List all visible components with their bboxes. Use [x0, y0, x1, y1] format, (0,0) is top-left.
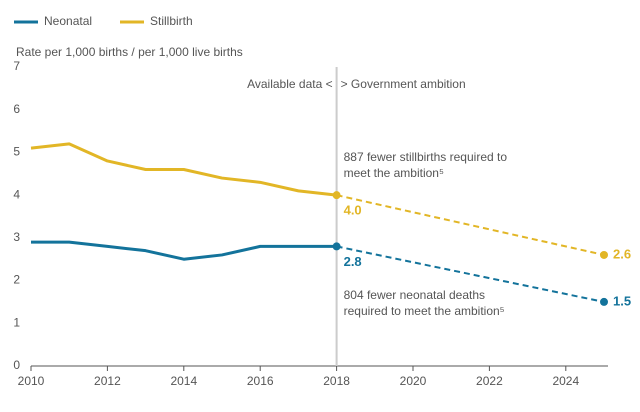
x-tick-label: 2018 [323, 374, 350, 388]
projection-point [600, 297, 608, 306]
x-tick-label: 2010 [18, 374, 45, 388]
x-tick-label: 2024 [552, 374, 579, 388]
projection-point [600, 250, 608, 259]
series-line [31, 240, 337, 261]
x-tick-label: 2020 [400, 374, 427, 388]
y-tick-label: 7 [13, 59, 20, 73]
legend-label: Stillbirth [150, 14, 193, 28]
data-label: 2.6 [613, 246, 631, 261]
x-tick-label: 2016 [247, 374, 274, 388]
divider-left-label: Available data < [247, 77, 333, 91]
projection-point [332, 242, 341, 251]
y-tick-label: 5 [13, 145, 20, 159]
projection-line [336, 245, 605, 303]
legend-label: Neonatal [44, 14, 92, 28]
annotation: 804 fewer neonatal deaths [344, 288, 485, 302]
data-label: 1.5 [613, 293, 631, 308]
annotation: meet the ambition⁵ [344, 166, 444, 180]
y-tick-label: 0 [13, 358, 20, 372]
y-axis-label: Rate per 1,000 births / per 1,000 live b… [16, 45, 243, 59]
series-line [30, 142, 337, 197]
y-tick-label: 1 [13, 315, 20, 329]
projection-line [336, 194, 605, 256]
y-tick-label: 3 [13, 230, 20, 244]
y-tick-label: 2 [13, 273, 20, 287]
x-tick-label: 2014 [170, 374, 197, 388]
x-tick-label: 2022 [476, 374, 503, 388]
divider-right-label: > Government ambition [341, 77, 466, 91]
x-tick-label: 2012 [94, 374, 121, 388]
y-tick-label: 4 [13, 187, 20, 201]
data-label: 2.8 [344, 254, 362, 269]
data-label: 4.0 [344, 203, 362, 218]
annotation: 887 fewer stillbirths required to [344, 150, 508, 164]
y-tick-label: 6 [13, 102, 20, 116]
projection-point [332, 191, 341, 200]
annotation: required to meet the ambition⁵ [344, 304, 505, 318]
